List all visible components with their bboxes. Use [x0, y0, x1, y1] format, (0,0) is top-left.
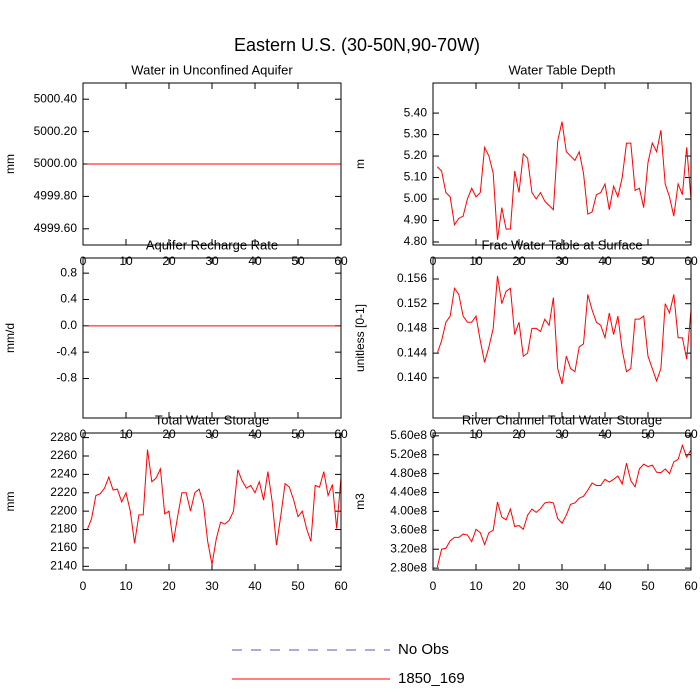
x-tick-label: 50	[641, 579, 655, 593]
x-tick-label: 20	[162, 579, 176, 593]
y-tick-label: 0.8	[60, 265, 77, 279]
plot-frame	[432, 82, 692, 246]
data-line	[436, 443, 692, 568]
y-tick-label: 2240	[50, 467, 77, 481]
x-tick-label: 0	[80, 579, 87, 593]
plot-frame	[82, 82, 342, 246]
y-tick-label: 2140	[50, 558, 77, 572]
y-tick-label: 2220	[50, 485, 77, 499]
x-tick-label: 40	[248, 579, 262, 593]
y-tick-label: 5.10	[404, 170, 428, 184]
y-axis-label: m3	[353, 493, 367, 510]
y-tick-label: 5000.40	[34, 91, 78, 105]
y-axis-label: m	[353, 159, 367, 169]
y-tick-label: 2260	[50, 448, 77, 462]
data-line	[436, 121, 692, 240]
y-tick-label: -0.8	[56, 371, 77, 385]
y-tick-label: 5000.20	[34, 124, 78, 138]
y-tick-label: 5.40	[404, 105, 428, 119]
y-tick-label: 3.20e8	[390, 541, 427, 555]
y-tick-label: 5.20	[404, 148, 428, 162]
x-tick-label: 50	[291, 579, 305, 593]
plot-frame	[432, 432, 692, 571]
y-tick-label: 5.60e8	[390, 428, 427, 442]
y-tick-label: 5.20e8	[390, 447, 427, 461]
y-tick-label: -0.4	[56, 344, 77, 358]
y-tick-label: 0.0	[60, 318, 77, 332]
y-tick-label: 2180	[50, 522, 77, 536]
y-tick-label: 2280	[50, 430, 77, 444]
page-title: Eastern U.S. (30-50N,90-70W)	[234, 35, 480, 55]
y-axis-label: mm/d	[3, 323, 17, 353]
x-tick-label: 40	[598, 579, 612, 593]
panel-title: Water Table Depth	[509, 62, 616, 77]
data-line	[436, 275, 692, 385]
y-tick-label: 5.30	[404, 127, 428, 141]
y-tick-label: 0.140	[397, 370, 427, 384]
panel-title: Total Water Storage	[155, 412, 269, 427]
legend-label: 1850_169	[398, 670, 465, 687]
y-tick-label: 0.152	[397, 296, 427, 310]
panel-title: Aquifer Recharge Rate	[146, 237, 278, 252]
y-tick-label: 4999.60	[34, 221, 78, 235]
data-line	[86, 449, 342, 565]
y-tick-label: 0.4	[60, 292, 77, 306]
y-tick-label: 0.144	[397, 345, 427, 359]
y-tick-label: 2200	[50, 503, 77, 517]
y-axis-label: mm	[3, 492, 17, 512]
y-tick-label: 2.80e8	[390, 560, 427, 574]
x-tick-label: 10	[469, 579, 483, 593]
panel-title: Water in Unconfined Aquifer	[131, 62, 293, 77]
plot-frame	[82, 257, 342, 419]
x-tick-label: 60	[684, 579, 698, 593]
legend-label: No Obs	[398, 641, 449, 658]
plot-frame	[432, 257, 692, 419]
y-tick-label: 4.80e8	[390, 466, 427, 480]
y-tick-label: 2160	[50, 540, 77, 554]
panel-title: Frac Water Table at Surface	[481, 237, 642, 252]
y-tick-label: 4.90	[404, 213, 428, 227]
y-tick-label: 5000.00	[34, 156, 78, 170]
y-axis-label: mm	[3, 154, 17, 174]
y-tick-label: 0.148	[397, 321, 427, 335]
y-tick-label: 3.60e8	[390, 522, 427, 536]
x-tick-label: 20	[512, 579, 526, 593]
y-tick-label: 0.156	[397, 271, 427, 285]
y-tick-label: 4.40e8	[390, 485, 427, 499]
y-tick-label: 4999.80	[34, 189, 78, 203]
x-tick-label: 0	[430, 579, 437, 593]
x-tick-label: 60	[334, 579, 348, 593]
y-tick-label: 4.00e8	[390, 504, 427, 518]
y-axis-label: unitless [0-1]	[353, 304, 367, 372]
y-tick-label: 4.80	[404, 234, 428, 248]
x-tick-label: 10	[119, 579, 133, 593]
x-tick-label: 30	[205, 579, 219, 593]
panel-title: River Channel Total Water Storage	[462, 412, 662, 427]
y-tick-label: 5.00	[404, 191, 428, 205]
plot-frame	[82, 432, 342, 571]
x-tick-label: 30	[555, 579, 569, 593]
